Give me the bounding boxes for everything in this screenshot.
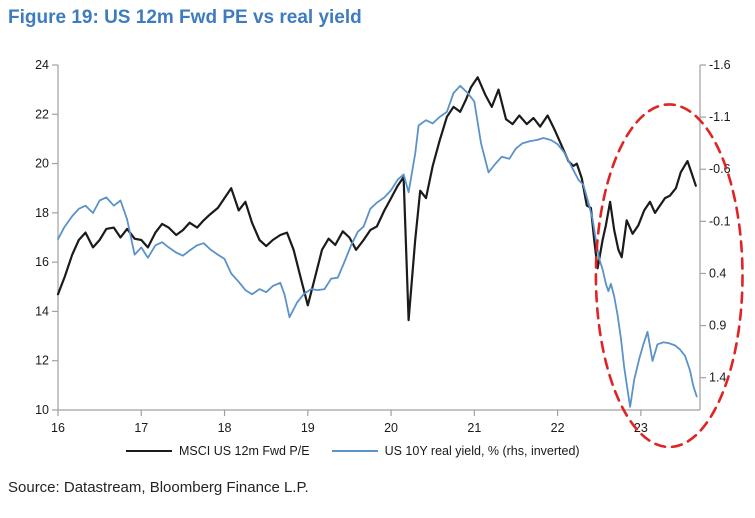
right-axis-tick-label: 0.4 [709, 266, 726, 280]
pe-line-swatch [126, 450, 172, 452]
left-axis-tick-label: 16 [35, 255, 49, 269]
left-axis-tick-label: 12 [35, 354, 49, 368]
x-axis-tick-label: 17 [134, 421, 148, 435]
real-yield-line-swatch [331, 450, 378, 452]
left-axis-tick-label: 22 [35, 107, 49, 121]
x-axis-tick-label: 18 [218, 421, 232, 435]
highlight-ellipse [594, 103, 744, 449]
x-axis-tick-label: 20 [384, 421, 398, 435]
legend-item-pe: MSCI US 12m Fwd P/E [126, 444, 310, 458]
legend: MSCI US 12m Fwd P/E US 10Y real yield, %… [126, 444, 602, 458]
real-yield-line [57, 84, 698, 408]
left-axis-tick-label: 10 [35, 403, 49, 417]
legend-label-real-yield: US 10Y real yield, % (rhs, inverted) [384, 444, 580, 458]
legend-item-real-yield: US 10Y real yield, % (rhs, inverted) [331, 444, 580, 458]
left-axis-tick-label: 18 [35, 206, 49, 220]
x-axis-tick-label: 22 [551, 421, 565, 435]
x-axis-tick-label: 16 [51, 421, 65, 435]
left-axis-tick-label: 14 [35, 304, 49, 318]
x-axis-tick-label: 19 [301, 421, 315, 435]
right-axis-tick-label: -0.1 [709, 214, 731, 228]
pe-line [56, 76, 697, 322]
x-axis-tick-label: 21 [467, 421, 481, 435]
legend-label-pe: MSCI US 12m Fwd P/E [179, 444, 310, 458]
right-axis-tick-label: 0.9 [709, 319, 726, 333]
left-axis-tick-label: 24 [35, 58, 49, 72]
right-axis-tick-label: -1.6 [709, 58, 731, 72]
right-axis-tick-label: 1.4 [709, 371, 726, 385]
x-axis-tick-label: 23 [634, 421, 648, 435]
source-text: Source: Datastream, Bloomberg Finance L.… [8, 479, 309, 496]
right-axis-tick-label: -1.1 [709, 110, 731, 124]
chart-title: Figure 19: US 12m Fwd PE vs real yield [8, 7, 362, 28]
left-axis-tick-label: 20 [35, 157, 49, 171]
